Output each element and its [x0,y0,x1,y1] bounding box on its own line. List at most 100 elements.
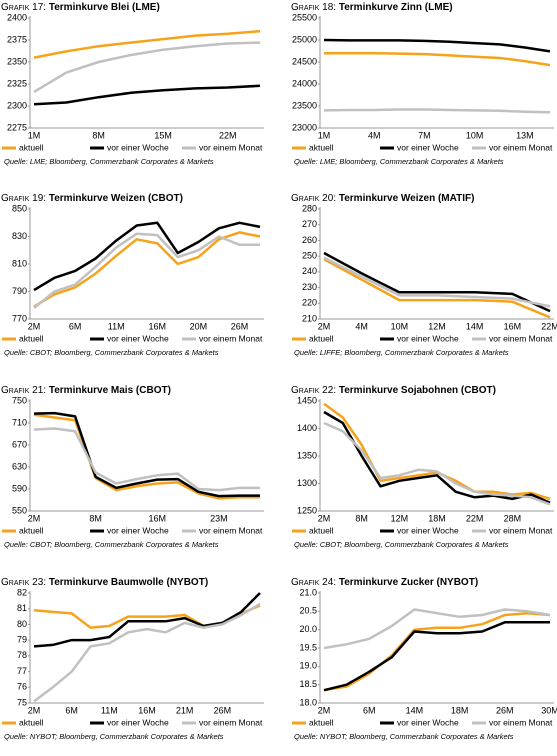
chart-title: Grafik 18: Terminkurve Zinn (LME) [291,2,453,13]
y-tick-label: 2350 [7,56,27,66]
y-tick-label: 79 [17,635,27,645]
x-tick-label: 16M [149,321,167,331]
series-line [323,608,551,650]
chart-label: Grafik 23: [1,577,46,588]
legend-label: vor einer Woche [107,717,169,727]
x-tick-label: 8M [355,513,368,523]
legend-label: vor einem Monat [489,333,553,343]
y-tick-label: 20.0 [299,624,317,634]
x-tick-label: 8M [92,130,105,140]
chart-title-text: Terminkurve Weizen (CBOT) [49,193,183,204]
x-tick-label: 18M [428,513,446,523]
source-note: Quelle: CBOT; Bloomberg, Commerzbank Cor… [4,540,219,549]
y-tick-label: 1250 [297,505,317,515]
chart-title: Grafik 23: Terminkurve Baumwolle (NYBOT) [1,577,208,588]
legend-label: vor einem Monat [489,142,553,152]
x-tick-label: 14M [406,705,424,715]
y-tick-label: 2275 [7,122,27,132]
x-tick-label: 12M [391,513,409,523]
y-tick-label: 770 [12,313,27,323]
chart-title-text: Terminkurve Zinn (LME) [339,2,453,13]
x-tick-label: 1M [318,130,331,140]
y-tick-label: 82 [17,587,27,597]
series-line [323,256,551,308]
x-tick-label: 26M [496,705,514,715]
y-tick-label: 2325 [7,78,27,88]
legend-label: aktuell [19,142,44,152]
legend-label: aktuell [309,525,334,535]
x-tick-label: 15M [154,130,172,140]
y-tick-label: 270 [302,219,317,229]
chart-title: Grafik 20: Terminkurve Weizen (MATIF) [291,193,474,204]
x-tick-label: 6M [69,321,82,331]
y-tick-label: 790 [12,286,27,296]
y-tick-label: 23500 [292,100,317,110]
x-tick-label: 18M [451,705,469,715]
x-tick-label: 16M [149,513,167,523]
legend-label: vor einer Woche [397,333,459,343]
y-tick-label: 19.0 [299,661,317,671]
series-line [33,29,261,59]
x-tick-label: 11M [108,321,125,331]
source-note: Quelle: NYBOT; Bloomberg, Commerzbank Co… [4,732,224,741]
series-line [33,221,261,292]
x-tick-label: 16M [504,321,522,331]
chart-label: Grafik 19: [1,193,46,204]
x-tick-label: 12M [428,321,446,331]
x-tick-label: 13M [516,130,534,140]
legend-label: vor einem Monat [199,717,263,727]
chart-title: Grafik 17: Terminkurve Blei (LME) [1,2,160,13]
x-tick-label: 10M [391,321,409,331]
legend-label: aktuell [309,717,334,727]
y-tick-label: 18.0 [299,697,317,707]
y-tick-label: 78 [17,650,27,660]
y-tick-label: 81 [17,603,27,613]
chart-title-text: Terminkurve Weizen (MATIF) [339,193,475,204]
y-tick-label: 850 [12,203,27,213]
y-tick-label: 230 [302,282,317,292]
y-tick-label: 220 [302,298,317,308]
chart-title-text: Terminkurve Zucker (NYBOT) [339,577,478,588]
y-tick-label: 18.5 [299,679,317,689]
chart-label: Grafik 17: [1,2,46,13]
series-line [323,421,551,506]
series-line [323,251,551,313]
series-line [33,232,260,309]
x-tick-label: 11M [101,705,118,715]
series-line [33,592,261,648]
x-tick-label: 6M [363,705,376,715]
y-tick-label: 590 [12,483,27,493]
x-tick-label: 30M [541,705,557,715]
y-tick-label: 810 [12,258,27,268]
y-tick-label: 75 [17,697,27,707]
legend-label: vor einem Monat [489,525,553,535]
y-tick-label: 670 [12,439,27,449]
x-tick-label: 28M [504,513,522,523]
chart-label: Grafik 20: [291,193,336,204]
y-tick-label: 23000 [292,122,317,132]
legend-label: aktuell [19,333,44,343]
legend-label: aktuell [19,717,44,727]
chart-title-text: Terminkurve Baumwolle (NYBOT) [49,577,208,588]
y-tick-label: 2375 [7,34,27,44]
series-line [33,41,261,93]
y-tick-label: 80 [17,619,27,629]
y-tick-label: 24500 [292,56,317,66]
y-tick-label: 210 [302,313,317,323]
x-tick-label: 10M [466,130,484,140]
x-tick-label: 2M [318,513,331,523]
chart-title-text: Terminkurve Blei (LME) [49,2,160,13]
y-tick-label: 76 [17,682,27,692]
y-tick-label: 21.0 [299,587,317,597]
chart-title: Grafik 21: Terminkurve Mais (CBOT) [1,385,171,396]
chart-title-text: Terminkurve Mais (CBOT) [49,385,171,396]
chart-label: Grafik 22: [291,385,336,396]
y-tick-label: 830 [12,231,27,241]
legend-label: vor einer Woche [107,142,169,152]
source-note: Quelle: CBOT; Bloomberg, Commerzbank Cor… [4,348,219,357]
y-tick-label: 250 [302,251,317,261]
x-tick-label: 22M [541,321,557,331]
legend-label: vor einer Woche [107,333,169,343]
x-tick-label: 1M [28,130,41,140]
